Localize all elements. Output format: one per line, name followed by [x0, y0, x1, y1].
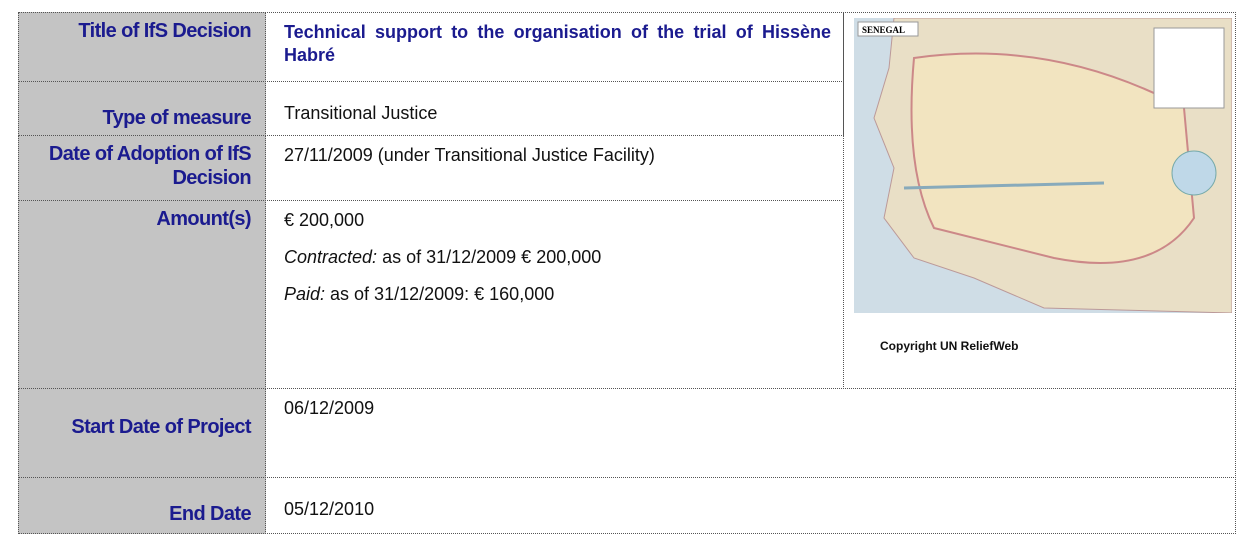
row-label: End Date: [18, 477, 266, 534]
row-value: Technical support to the organisation of…: [265, 12, 844, 82]
row-label: Date of Adoption of IfS Decision: [18, 135, 266, 201]
map-country: [910, 52, 1196, 264]
row-label: Start Date of Project: [18, 388, 266, 478]
row-value: Transitional Justice: [265, 81, 844, 136]
amount-line: Paid: as of 31/12/2009: € 160,000: [284, 283, 831, 306]
map-legend: [1153, 27, 1225, 109]
prefix: Contracted:: [284, 247, 378, 267]
row-value: € 200,000 Contracted: as of 31/12/2009 €…: [265, 200, 844, 389]
map-title-box: [857, 21, 919, 37]
map-inset: [1171, 150, 1217, 196]
row-value: 05/12/2010: [265, 477, 1236, 534]
prefix: Paid:: [284, 284, 326, 304]
text: as of 31/12/2009: € 160,000: [325, 284, 555, 304]
row-value: 27/11/2009 (under Transitional Justice F…: [265, 135, 844, 201]
map-title: SENEGAL: [862, 25, 905, 35]
map: SENEGAL: [854, 18, 1232, 313]
map-cell: SENEGAL Copyright UN ReliefWeb: [843, 12, 1236, 389]
row-label: Title of IfS Decision: [18, 12, 266, 82]
map-river: [903, 181, 1105, 190]
row-value: 06/12/2009: [265, 388, 1236, 478]
row-label: Amount(s): [18, 200, 266, 389]
amount-line: € 200,000: [284, 210, 365, 230]
map-caption: Copyright UN ReliefWeb: [880, 339, 1019, 353]
amount-line: Contracted: as of 31/12/2009 € 200,000: [284, 246, 831, 269]
text: as of 31/12/2009 € 200,000: [377, 247, 602, 267]
row-label: Type of measure: [18, 81, 266, 136]
